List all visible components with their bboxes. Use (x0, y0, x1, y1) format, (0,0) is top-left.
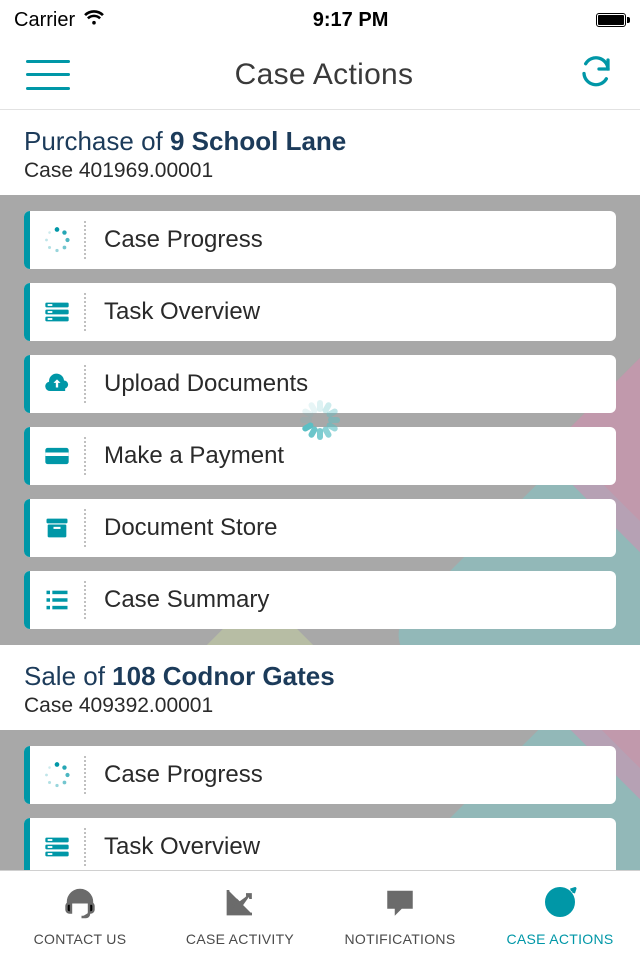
upload-icon (30, 370, 84, 398)
battery-icon (596, 13, 626, 27)
carrier-label: Carrier (14, 9, 75, 32)
case-sub: Case 409392.00001 (24, 694, 616, 718)
case-block: Sale of 108 Codnor GatesCase 409392.0000… (0, 645, 640, 870)
action-label: Task Overview (86, 833, 260, 861)
tasks-icon (30, 833, 84, 861)
tab-actions[interactable]: CASE ACTIONS (480, 871, 640, 960)
actions-icon (540, 884, 580, 925)
status-bar: Carrier 9:17 PM (0, 0, 640, 40)
store-icon (30, 514, 84, 542)
tab-label: CASE ACTIVITY (186, 931, 294, 947)
action-label: Document Store (86, 514, 277, 542)
action-summary[interactable]: Case Summary (24, 571, 616, 629)
notifications-icon (380, 884, 420, 925)
action-label: Case Progress (86, 761, 263, 789)
action-progress[interactable]: Case Progress (24, 211, 616, 269)
progress-icon (30, 761, 84, 789)
tab-bar: CONTACT US CASE ACTIVITY NOTIFICATIONS CASE… (0, 870, 640, 960)
action-label: Case Summary (86, 586, 269, 614)
action-label: Task Overview (86, 298, 260, 326)
wifi-icon (83, 9, 105, 32)
nav-bar: Case Actions (0, 40, 640, 110)
case-sub: Case 401969.00001 (24, 159, 616, 183)
action-store[interactable]: Document Store (24, 499, 616, 557)
case-block: Purchase of 9 School LaneCase 401969.000… (0, 110, 640, 645)
menu-button[interactable] (26, 60, 70, 90)
case-title: Sale of 108 Codnor Gates (24, 661, 616, 692)
tab-label: NOTIFICATIONS (345, 931, 456, 947)
case-title: Purchase of 9 School Lane (24, 126, 616, 157)
case-header: Sale of 108 Codnor GatesCase 409392.0000… (0, 645, 640, 730)
case-header: Purchase of 9 School LaneCase 401969.000… (0, 110, 640, 195)
action-tasks[interactable]: Task Overview (24, 283, 616, 341)
tasks-icon (30, 298, 84, 326)
tab-label: CASE ACTIONS (506, 931, 613, 947)
action-label: Make a Payment (86, 442, 284, 470)
activity-icon (220, 884, 260, 925)
tab-contact[interactable]: CONTACT US (0, 871, 160, 960)
action-progress[interactable]: Case Progress (24, 746, 616, 804)
action-label: Upload Documents (86, 370, 308, 398)
summary-icon (30, 586, 84, 614)
tab-label: CONTACT US (34, 931, 127, 947)
content-scroll[interactable]: Purchase of 9 School LaneCase 401969.000… (0, 110, 640, 870)
refresh-button[interactable] (578, 54, 614, 95)
contact-icon (60, 884, 100, 925)
payment-icon (30, 442, 84, 470)
tab-notifications[interactable]: NOTIFICATIONS (320, 871, 480, 960)
case-actions-panel: Case Progress Task Overview Upload Documen… (0, 195, 640, 645)
clock: 9:17 PM (313, 9, 389, 32)
page-title: Case Actions (235, 58, 414, 92)
loading-spinner (300, 400, 340, 440)
action-label: Case Progress (86, 226, 263, 254)
case-actions-panel: Case Progress Task Overview (0, 730, 640, 870)
action-tasks[interactable]: Task Overview (24, 818, 616, 870)
tab-activity[interactable]: CASE ACTIVITY (160, 871, 320, 960)
progress-icon (30, 226, 84, 254)
